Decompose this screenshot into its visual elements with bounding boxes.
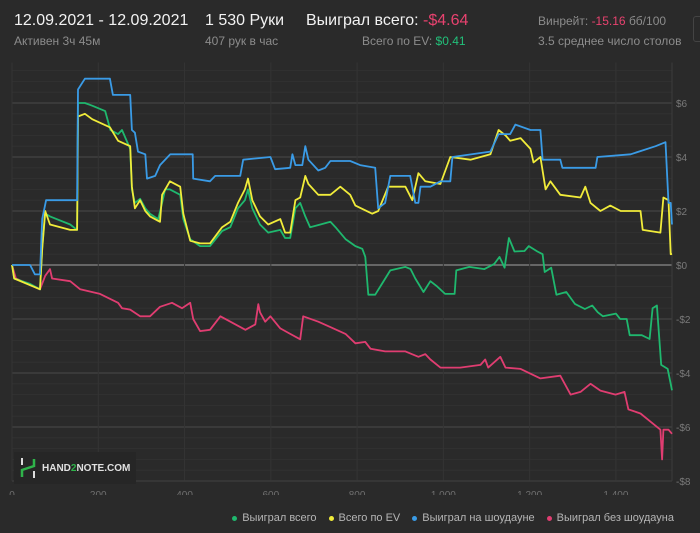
y-tick-label: -$8 — [676, 477, 691, 488]
y-tick-label: $4 — [676, 153, 688, 164]
won-label: Выиграл всего: — [306, 12, 419, 29]
x-tick-label: 0 — [9, 490, 15, 495]
series-line-3 — [11, 264, 673, 461]
summary-header: 12.09.2021 - 12.09.2021 Активен 3ч 45м 1… — [0, 0, 700, 55]
x-tick-label: 600 — [262, 490, 279, 495]
avg-tables: 3.5 среднее число столов — [538, 34, 682, 48]
x-axis: 0 200 400 600 800 1 000 1 200 1 400 — [9, 490, 629, 495]
y-tick-label: $6 — [676, 99, 688, 110]
winrate: Винрейт: -15.16 бб/100 — [538, 14, 666, 28]
legend-dot-icon — [328, 515, 334, 521]
winrate-unit: бб/100 — [628, 14, 667, 28]
y-axis: $6 $4 $2 $0 -$2 -$4 -$6 -$8 — [676, 99, 691, 488]
x-tick-label: 200 — [90, 490, 107, 495]
x-tick-label: 1 400 — [603, 490, 628, 495]
series-line-2 — [12, 77, 673, 276]
active-time: Активен 3ч 45м — [14, 34, 101, 48]
y-tick-label: -$6 — [676, 423, 691, 434]
hand2note-watermark: HAND2NOTE.COM — [14, 452, 136, 484]
legend-item-ev[interactable]: Всего по EV — [328, 512, 400, 524]
grid — [11, 62, 673, 482]
profit-chart: 0 200 400 600 800 1 000 1 200 1 400 $6 $4 $2 $0 -$2… — [9, 62, 691, 495]
series-line-1 — [11, 112, 673, 291]
legend-item-non-showdown[interactable]: Выиграл без шоудауна — [546, 512, 674, 524]
watermark-text: HAND2NOTE.COM — [42, 462, 131, 474]
y-tick-label: -$4 — [676, 369, 691, 380]
y-tick-label: $0 — [676, 261, 688, 272]
series-lines — [11, 77, 673, 461]
ev-value: $0.41 — [435, 34, 466, 48]
won-total: Выиграл всего: -$4.64 — [306, 12, 468, 30]
won-value: -$4.64 — [423, 12, 469, 29]
winrate-label: Винрейт: — [538, 14, 589, 28]
legend-item-won-total[interactable]: Выиграл всего — [232, 512, 317, 524]
ev-label: Всего по EV: — [362, 34, 433, 48]
hands-count: 1 530 Руки — [205, 12, 285, 29]
settings-button[interactable] — [693, 16, 700, 42]
legend-dot-icon — [546, 515, 552, 521]
hand2note-logo-icon — [20, 458, 36, 478]
x-tick-label: 1 200 — [517, 490, 542, 495]
legend-dot-icon — [232, 515, 238, 521]
legend: Выиграл всего Всего по EV Выиграл на шоу… — [232, 512, 674, 524]
ev-total: Всего по EV: $0.41 — [362, 34, 466, 48]
winrate-value: -15.16 — [591, 14, 626, 28]
date-range[interactable]: 12.09.2021 - 12.09.2021 — [14, 12, 189, 29]
legend-item-showdown[interactable]: Выиграл на шоудауне — [412, 512, 535, 524]
y-tick-label: $2 — [676, 207, 688, 218]
x-tick-label: 1 000 — [431, 490, 456, 495]
x-tick-label: 400 — [176, 490, 193, 495]
y-tick-label: -$2 — [676, 315, 691, 326]
x-tick-label: 800 — [349, 490, 366, 495]
legend-dot-icon — [412, 515, 418, 521]
hands-per-hour: 407 рук в час — [205, 34, 279, 48]
